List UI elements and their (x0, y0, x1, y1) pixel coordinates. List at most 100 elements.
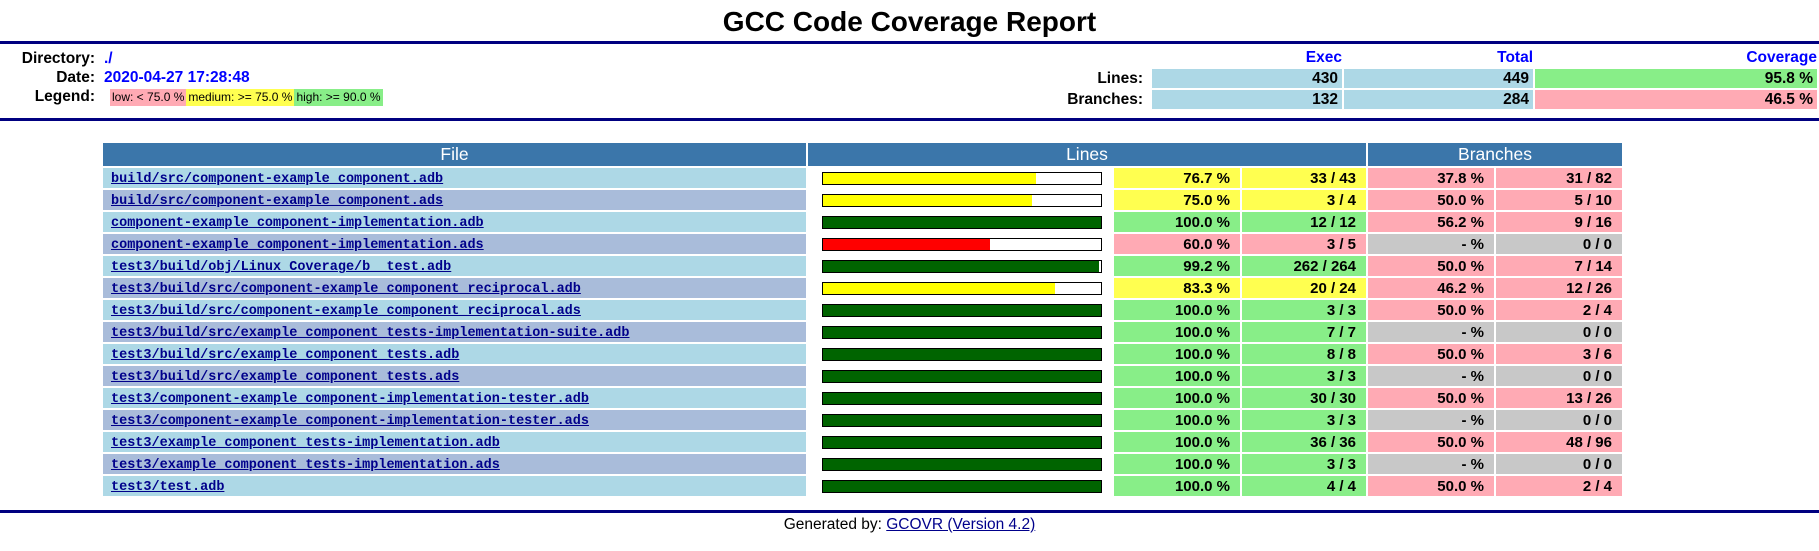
file-link[interactable]: test3/build/src/example_component_tests.… (111, 370, 460, 385)
coverage-bar (822, 303, 1102, 317)
file-cell: component-example_component-implementati… (103, 234, 806, 254)
coverage-bar-fill (823, 304, 1101, 316)
file-link[interactable]: component-example_component-implementati… (111, 216, 484, 231)
branch-count: 0 / 0 (1496, 410, 1622, 430)
table-row: test3/build/src/example_component_tests.… (103, 366, 1622, 386)
file-link[interactable]: test3/component-example_component-implem… (111, 392, 589, 407)
branch-percent: 50.0 % (1368, 256, 1494, 276)
branch-count: 0 / 0 (1496, 366, 1622, 386)
file-link[interactable]: test3/build/src/component-example_compon… (111, 304, 581, 319)
line-percent: 99.2 % (1114, 256, 1240, 276)
coverage-bar (822, 369, 1102, 383)
branch-count: 31 / 82 (1496, 168, 1622, 188)
file-cell: build/src/component-example_component.ad… (103, 190, 806, 210)
line-count: 20 / 24 (1242, 278, 1366, 298)
file-link[interactable]: test3/build/src/example_component_tests.… (111, 348, 460, 363)
branch-count: 0 / 0 (1496, 234, 1622, 254)
line-count: 3 / 3 (1242, 454, 1366, 474)
coverage-bar (822, 281, 1102, 295)
line-percent: 100.0 % (1114, 432, 1240, 452)
line-count: 7 / 7 (1242, 322, 1366, 342)
coverage-bar (822, 391, 1102, 405)
date-row: Date: 2020-04-27 17:28:48 (0, 67, 1819, 88)
coverage-bar-fill (823, 436, 1101, 448)
line-percent: 83.3 % (1114, 278, 1240, 298)
branch-percent: 46.2 % (1368, 278, 1494, 298)
file-cell: component-example_component-implementati… (103, 212, 806, 232)
coverage-bar-fill (823, 458, 1101, 470)
table-row: build/src/component-example_component.ad… (103, 190, 1622, 210)
file-coverage-table: File Lines Branches build/src/component-… (101, 141, 1624, 498)
coverage-bar (822, 347, 1102, 361)
footer-prefix: Generated by: (783, 516, 887, 533)
line-coverage-bar-cell (808, 322, 1112, 342)
file-link[interactable]: test3/example_component_tests-implementa… (111, 458, 500, 473)
table-row: test3/example_component_tests-implementa… (103, 454, 1622, 474)
lines-exec: 430 (1152, 69, 1342, 88)
branch-count: 0 / 0 (1496, 322, 1622, 342)
file-cell: test3/example_component_tests-implementa… (103, 432, 806, 452)
branches-total: 284 (1344, 90, 1533, 109)
file-link[interactable]: test3/build/obj/Linux_Coverage/b__test.a… (111, 260, 452, 275)
line-percent: 100.0 % (1114, 300, 1240, 320)
coverage-bar-fill (823, 238, 990, 250)
table-row: test3/build/obj/Linux_Coverage/b__test.a… (103, 256, 1622, 276)
branch-count: 2 / 4 (1496, 300, 1622, 320)
line-percent: 100.0 % (1114, 212, 1240, 232)
line-coverage-bar-cell (808, 234, 1112, 254)
coverage-bar (822, 435, 1102, 449)
file-link[interactable]: build/src/component-example_component.ad… (111, 172, 444, 187)
file-cell: test3/build/obj/Linux_Coverage/b__test.a… (103, 256, 806, 276)
branch-percent: 50.0 % (1368, 432, 1494, 452)
total-header: Total (1497, 49, 1533, 66)
file-link[interactable]: test3/component-example_component-implem… (111, 414, 589, 429)
file-cell: test3/build/src/example_component_tests.… (103, 344, 806, 364)
line-coverage-bar-cell (808, 344, 1112, 364)
branch-count: 48 / 96 (1496, 432, 1622, 452)
line-percent: 100.0 % (1114, 476, 1240, 496)
branch-count: 9 / 16 (1496, 212, 1622, 232)
file-cell: build/src/component-example_component.ad… (103, 168, 806, 188)
coverage-bar-fill (823, 480, 1101, 492)
coverage-bar (822, 325, 1102, 339)
branch-percent: - % (1368, 454, 1494, 474)
line-count: 33 / 43 (1242, 168, 1366, 188)
line-coverage-bar-cell (808, 212, 1112, 232)
branch-percent: 50.0 % (1368, 344, 1494, 364)
legend-medium: medium: >= 75.0 % (186, 89, 295, 106)
file-cell: test3/build/src/example_component_tests-… (103, 322, 806, 342)
file-link[interactable]: test3/build/src/example_component_tests-… (111, 326, 630, 341)
coverage-bar (822, 479, 1102, 493)
table-row: component-example_component-implementati… (103, 212, 1622, 232)
line-coverage-bar-cell (808, 410, 1112, 430)
branch-count: 7 / 14 (1496, 256, 1622, 276)
bottom-divider (0, 510, 1819, 513)
file-link[interactable]: test3/test.adb (111, 480, 225, 495)
line-coverage-bar-cell (808, 454, 1112, 474)
branch-count: 5 / 10 (1496, 190, 1622, 210)
coverage-bar-fill (823, 282, 1055, 294)
branches-column-header: Branches (1368, 143, 1622, 166)
table-row: component-example_component-implementati… (103, 234, 1622, 254)
line-percent: 100.0 % (1114, 388, 1240, 408)
file-link[interactable]: component-example_component-implementati… (111, 238, 484, 253)
line-count: 4 / 4 (1242, 476, 1366, 496)
file-link[interactable]: build/src/component-example_component.ad… (111, 194, 444, 209)
table-row: build/src/component-example_component.ad… (103, 168, 1622, 188)
branch-percent: 50.0 % (1368, 190, 1494, 210)
footer: Generated by: GCOVR (Version 4.2) (0, 516, 1819, 534)
file-link[interactable]: test3/build/src/component-example_compon… (111, 282, 581, 297)
file-link[interactable]: test3/example_component_tests-implementa… (111, 436, 500, 451)
file-cell: test3/test.adb (103, 476, 806, 496)
coverage-bar-fill (823, 326, 1101, 338)
exec-header: Exec (1305, 49, 1342, 66)
file-rows: build/src/component-example_component.ad… (103, 168, 1622, 496)
gcovr-link[interactable]: GCOVR (Version 4.2) (886, 516, 1036, 533)
branches-label: Branches: (1067, 91, 1143, 108)
branch-percent: 56.2 % (1368, 212, 1494, 232)
line-count: 3 / 3 (1242, 366, 1366, 386)
legend-label: Legend: (34, 88, 95, 105)
file-cell: test3/build/src/component-example_compon… (103, 278, 806, 298)
line-percent: 100.0 % (1114, 366, 1240, 386)
line-percent: 100.0 % (1114, 322, 1240, 342)
